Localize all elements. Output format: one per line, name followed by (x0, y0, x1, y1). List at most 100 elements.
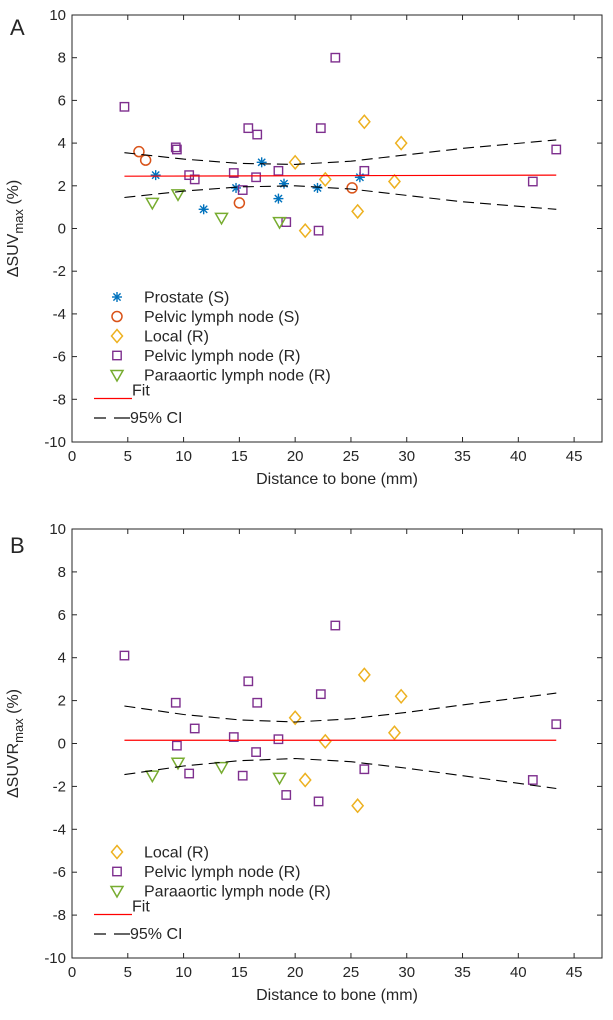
legend-entry: Paraaortic lymph node (R) (109, 368, 331, 385)
x-tick-label: 15 (231, 964, 248, 981)
legend-label: Prostate (S) (144, 290, 229, 307)
data-point (133, 145, 145, 158)
x-tick-label: 30 (398, 448, 415, 465)
y-tick-label: 8 (58, 50, 66, 67)
x-axis-label: Distance to bone (mm) (256, 471, 418, 488)
data-point (170, 189, 186, 202)
data-point (252, 697, 263, 708)
legend-entry: Local (R) (110, 328, 209, 346)
y-tick-label: 10 (49, 521, 66, 538)
series-3 (119, 52, 562, 236)
legend-entry: Fit (94, 899, 150, 916)
data-point (312, 182, 323, 193)
y-tick-label: -6 (53, 349, 66, 366)
data-point (184, 768, 195, 779)
data-point (387, 725, 401, 741)
panel-letter: B (10, 533, 25, 558)
y-tick-label: -4 (53, 821, 66, 838)
data-point (272, 216, 287, 230)
data-point (351, 798, 365, 814)
data-point (228, 168, 239, 178)
data-point (288, 154, 302, 170)
y-tick-label: -10 (44, 950, 66, 967)
y-axis-label-unit: (%) (5, 689, 22, 718)
legend-label: Pelvic lymph node (S) (144, 309, 300, 326)
data-point (251, 172, 262, 183)
panel-B: B 0 5 10 15 20 25 30 35 40 45 -10 -8 -6 -4 -2 0 2 4 6 8 10 Dis… (5, 521, 603, 1004)
series-0 (150, 157, 365, 215)
data-point (214, 212, 229, 226)
legend-marker (109, 369, 125, 383)
legend: Local (R) Pelvic lymph node (R) Paraaortic… (94, 844, 331, 943)
y-tick-label: 10 (49, 7, 66, 24)
data-point (189, 723, 200, 734)
legend-entry: Fit (94, 383, 150, 400)
y-tick-label: -4 (53, 306, 66, 323)
data-point (189, 174, 200, 185)
legend-marker (110, 844, 124, 860)
data-point (198, 204, 209, 215)
fit-line (124, 174, 557, 177)
legend-marker (112, 866, 122, 877)
series-2 (145, 757, 287, 786)
data-point (387, 173, 401, 190)
y-axis-label-subscript: max (11, 209, 26, 234)
legend-label: Fit (132, 899, 150, 916)
data-point (251, 747, 262, 757)
y-tick-label: 2 (58, 693, 66, 710)
data-point (298, 772, 312, 788)
x-tick-label: 0 (68, 448, 76, 465)
ci-upper-curve (124, 692, 557, 723)
ci-upper-curve (124, 139, 557, 165)
series-1 (133, 145, 358, 209)
y-axis-label-main: ΔSUV (5, 233, 22, 277)
data-point (228, 732, 239, 742)
data-point (346, 182, 358, 194)
data-point (359, 165, 370, 176)
legend-entry: Pelvic lymph node (R) (112, 864, 301, 881)
y-tick-label: 0 (58, 221, 66, 238)
panel-letter: A (10, 15, 25, 40)
legend-label: Pelvic lymph node (R) (144, 348, 301, 365)
legend-marker (112, 292, 122, 302)
data-point (243, 676, 254, 687)
data-point (170, 142, 181, 153)
data-point (145, 770, 160, 784)
y-tick-label: 8 (58, 564, 66, 581)
series-4 (145, 189, 287, 230)
y-axis-label-subscript: max (11, 718, 26, 743)
legend-entry: Prostate (S) (112, 290, 229, 307)
x-tick-label: 5 (124, 448, 132, 465)
x-tick-label: 25 (343, 964, 360, 981)
x-axis-label: Distance to bone (mm) (256, 987, 418, 1004)
series-2 (288, 114, 408, 239)
data-point-stroke (151, 171, 160, 180)
x-tick-label: 20 (287, 964, 304, 981)
data-point (233, 197, 246, 209)
x-tick-label: 5 (124, 964, 132, 981)
data-point-stroke (257, 158, 266, 167)
data-point (139, 154, 152, 166)
data-point (551, 719, 562, 730)
data-point (237, 185, 248, 195)
x-tick-label: 25 (343, 448, 360, 465)
data-point (313, 796, 324, 807)
y-tick-label: 4 (58, 650, 66, 667)
data-point (273, 193, 284, 204)
y-tick-label: -2 (53, 778, 66, 795)
legend-entry: Local (R) (110, 844, 209, 862)
x-tick-label: 35 (454, 448, 471, 465)
y-axis-label: ΔSUVRmax (%) (5, 689, 26, 798)
data-point (150, 170, 161, 181)
data-point (330, 52, 341, 63)
data-point (273, 165, 284, 176)
data-point-stroke (199, 205, 208, 214)
legend-label: Fit (132, 383, 150, 400)
x-tick-label: 40 (510, 448, 527, 465)
data-point (357, 667, 371, 683)
legend-entry: 95% CI (94, 926, 182, 943)
data-point (351, 203, 365, 220)
data-point (288, 710, 302, 726)
